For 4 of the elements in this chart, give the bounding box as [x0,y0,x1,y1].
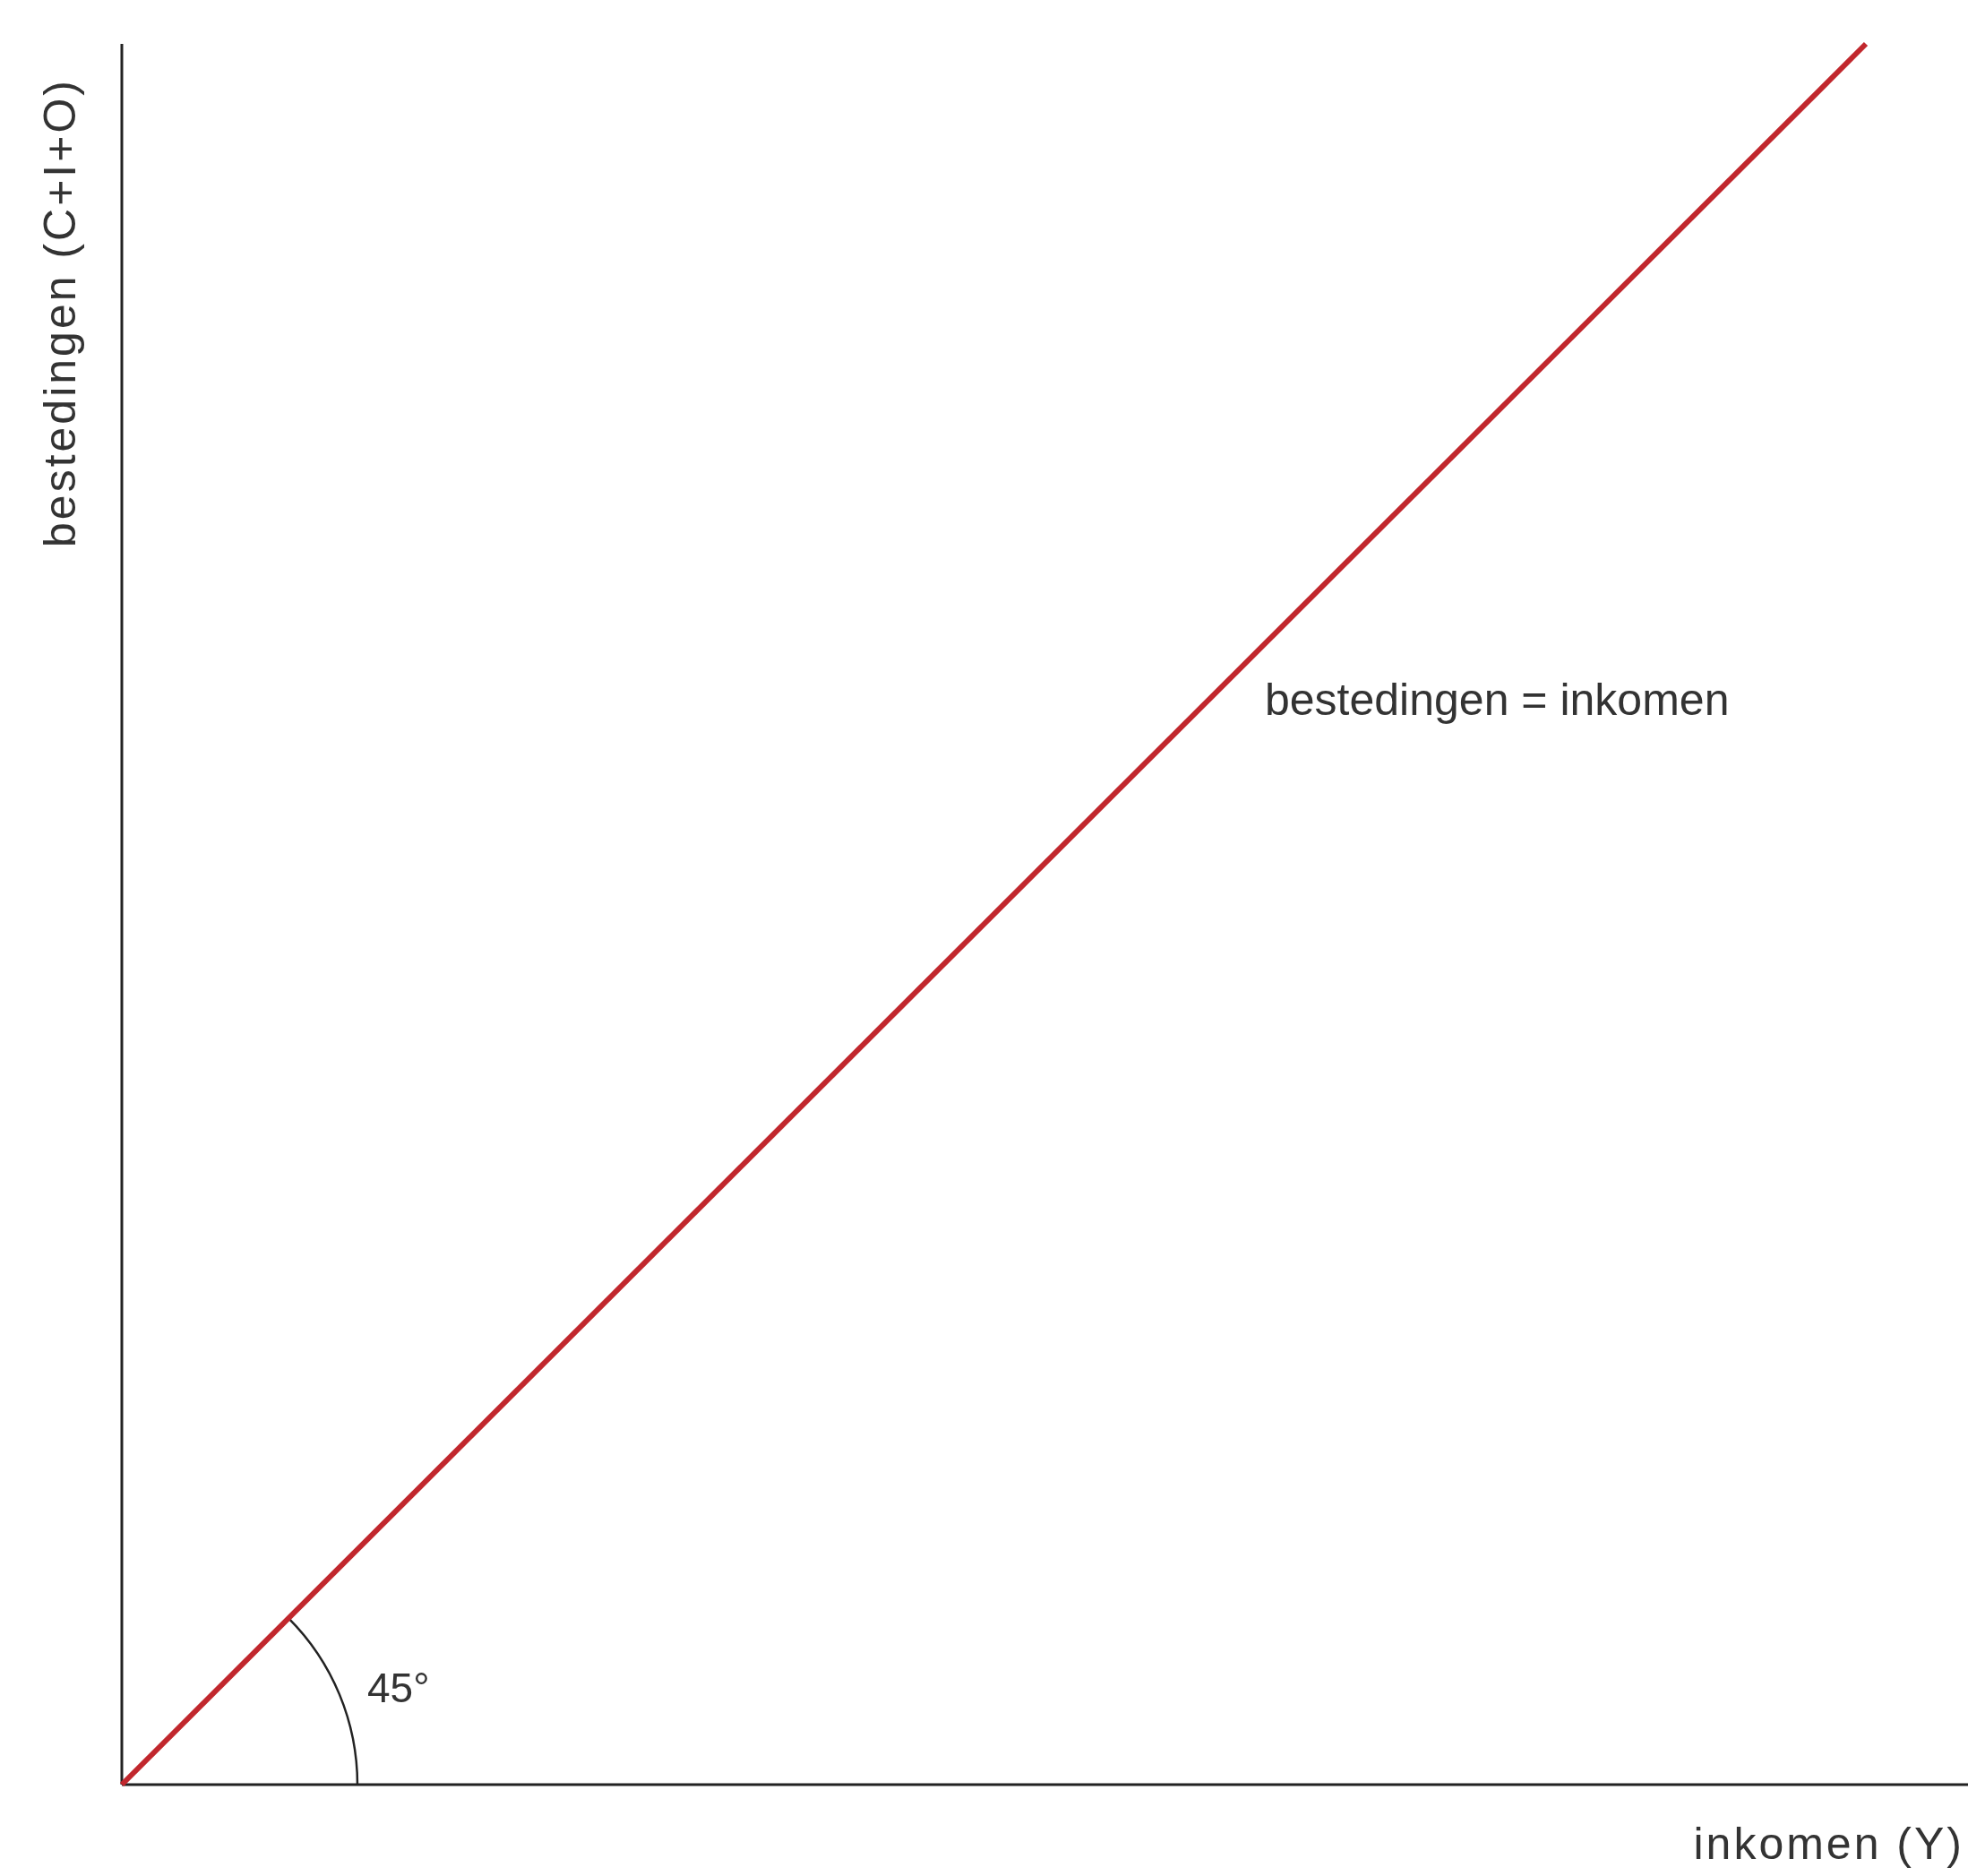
y-axis-title: bestedingen (C+I+O) [35,78,85,547]
annotation: bestedingen = inkomen [1265,675,1730,725]
x-axis-title: inkomen (Y) [1693,1819,1964,1869]
annotation: 45° [367,1665,430,1711]
